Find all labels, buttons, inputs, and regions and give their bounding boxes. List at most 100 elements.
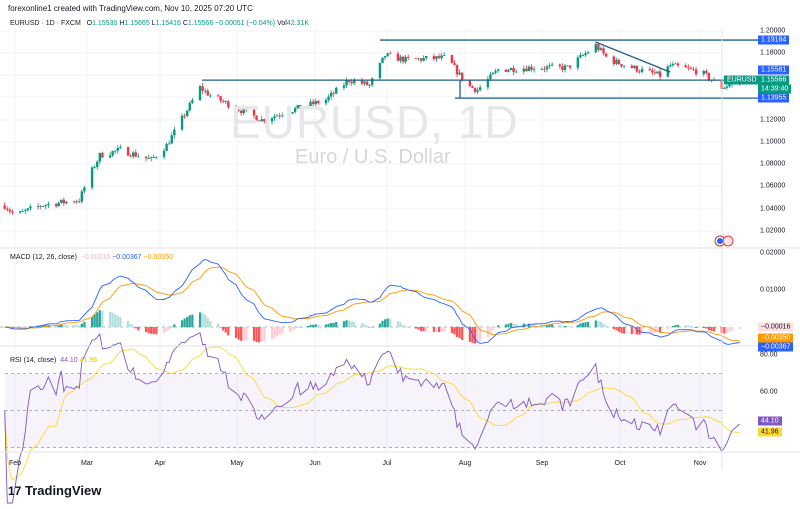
candle-body: [324, 99, 328, 104]
candle-body: [419, 58, 423, 61]
logo-text: TradingView: [24, 483, 102, 498]
macd-histogram-bar: [162, 327, 166, 334]
candle: [604, 52, 608, 58]
macd-histogram-bar: [563, 325, 567, 328]
candle: [180, 113, 184, 131]
ohlc-legend: EURUSD · 1D · FXCM O1.15530 H1.15665 L1.…: [10, 20, 309, 27]
candle: [440, 52, 443, 61]
candle-body: [65, 201, 68, 204]
candle: [381, 57, 384, 64]
candle: [442, 52, 446, 57]
candle-body: [450, 55, 454, 64]
macd-histogram-bar: [83, 321, 86, 328]
candle: [371, 77, 374, 88]
candle: [132, 150, 135, 159]
macd-histogram-bar: [666, 327, 669, 330]
candle: [576, 55, 580, 71]
candle: [432, 53, 436, 62]
macd-histogram-bar: [530, 324, 533, 328]
candle: [62, 197, 66, 207]
macd-histogram-bar: [234, 327, 238, 338]
candle-body: [687, 67, 690, 69]
candle-body: [383, 56, 387, 58]
candle: [563, 64, 567, 73]
macd-histogram-bar: [224, 327, 227, 333]
candle-body: [309, 101, 312, 106]
macd-histogram-bar: [93, 314, 96, 328]
macd-histogram-bar: [491, 327, 495, 331]
macd-histogram-bar: [684, 325, 687, 328]
candle-body: [381, 57, 384, 63]
macd-histogram-bar: [91, 316, 94, 328]
candle-body: [671, 63, 675, 66]
candle-body: [491, 72, 495, 75]
macd-line-tag: −0.00367: [758, 342, 794, 352]
candle-body: [442, 55, 446, 56]
macd-histogram-bar: [327, 323, 330, 328]
symbol-label[interactable]: EURUSD · 1D · FXCM: [10, 20, 81, 27]
time-tick: Nov: [693, 460, 707, 467]
macd-histogram-bar: [111, 312, 114, 328]
candle-body: [42, 206, 45, 207]
candle: [201, 82, 204, 95]
macd-histogram-bar: [206, 317, 209, 328]
macd-label: MACD (12, 26, close): [10, 254, 77, 261]
candle-body: [162, 150, 166, 157]
candle: [532, 66, 536, 73]
candle: [622, 65, 626, 69]
candle: [407, 54, 410, 61]
candle: [476, 87, 479, 95]
candle: [80, 189, 84, 204]
macd-histogram-bar: [270, 327, 274, 340]
candle: [702, 69, 705, 77]
candle: [224, 100, 227, 105]
candle-body: [329, 92, 333, 97]
candle: [291, 111, 294, 115]
candle: [296, 104, 299, 110]
candle: [491, 72, 495, 75]
candle-body: [432, 56, 436, 59]
macd-histogram-bar: [692, 326, 695, 328]
time-tick: Jun: [309, 460, 321, 467]
macd-histogram-bar: [306, 325, 310, 328]
macd-histogram-bar: [476, 327, 479, 343]
candle: [435, 55, 438, 63]
candle-body: [514, 71, 518, 73]
candle-body: [566, 65, 569, 67]
candle: [584, 50, 587, 57]
grid: [0, 28, 722, 452]
rsi-ma-value: 41.96: [79, 357, 98, 364]
macd-histogram-bar: [353, 321, 356, 328]
candle: [60, 199, 63, 204]
candle: [561, 63, 564, 73]
candle-body: [494, 70, 497, 73]
candle-body: [132, 152, 135, 157]
candle-body: [435, 56, 438, 59]
candle: [317, 99, 320, 105]
macd-histogram-bar: [258, 327, 261, 343]
candle: [90, 166, 94, 190]
candle: [216, 93, 220, 97]
macd-histogram-bar: [723, 327, 726, 334]
candle: [514, 69, 518, 74]
tradingview-logo[interactable]: 17 TradingView: [8, 483, 101, 498]
macd-histogram-bar: [324, 324, 328, 328]
macd-histogram-bar: [96, 312, 99, 328]
candle: [75, 199, 78, 205]
candle: [437, 53, 441, 60]
high-label: H: [119, 20, 125, 27]
macd-histogram-bar: [317, 324, 320, 328]
flag-icon[interactable]: [714, 235, 734, 247]
macd-tick: 0.01000: [760, 286, 786, 294]
macd-histogram-bar: [245, 327, 248, 341]
candle: [414, 57, 418, 59]
price-tick: 1.10000: [760, 138, 786, 146]
countdown-tag: 14:39:40: [758, 84, 792, 94]
candle-body: [183, 115, 186, 117]
candle: [425, 55, 428, 61]
candle: [378, 62, 382, 80]
candle-body: [6, 208, 9, 210]
candle-body: [255, 115, 258, 121]
rsi-legend: RSI (14, close) 44.10 41.96: [10, 357, 97, 364]
